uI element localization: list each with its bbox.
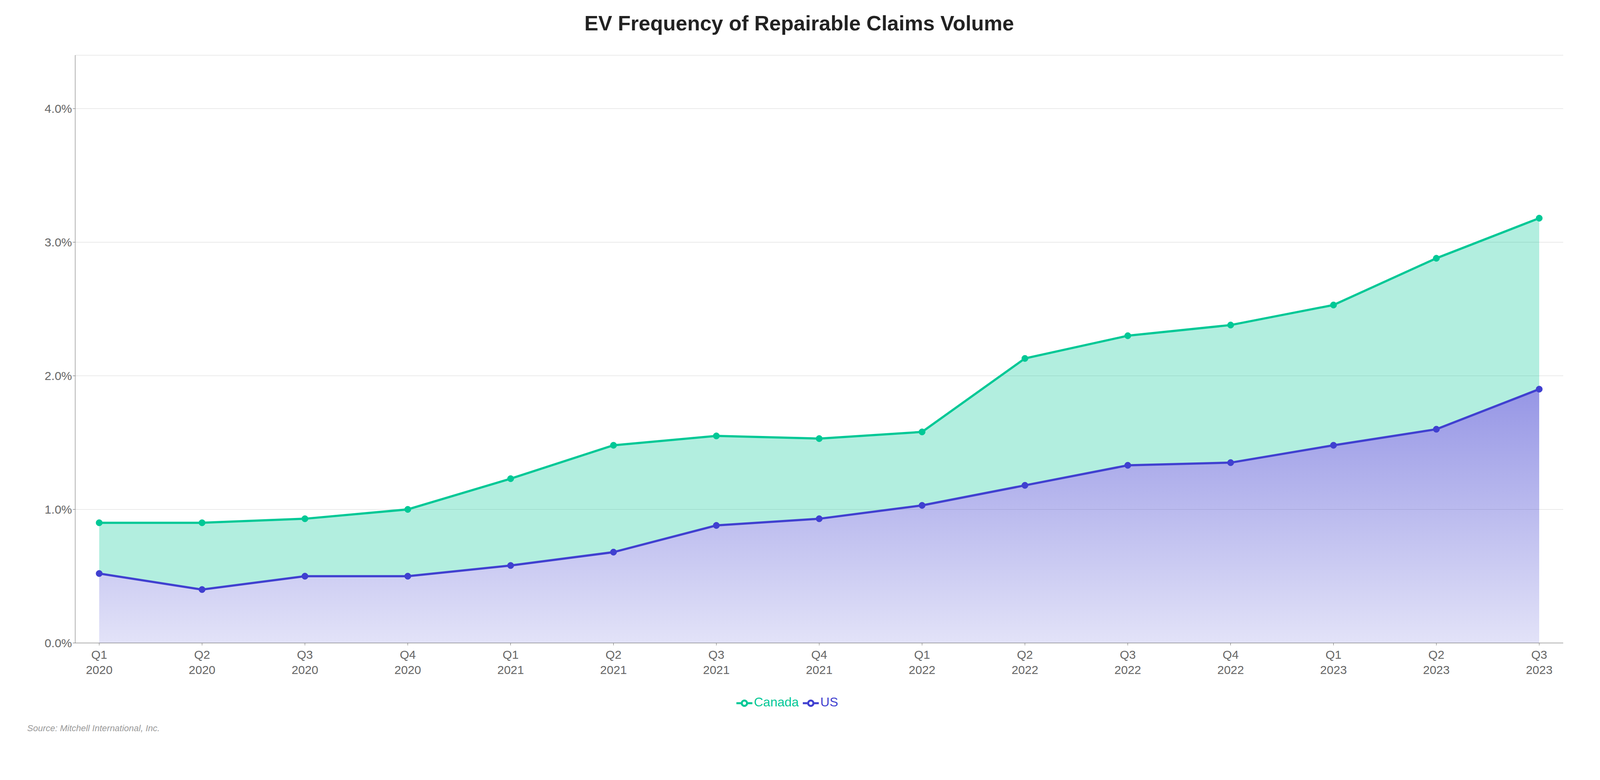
- svg-text:Q32021: Q32021: [702, 648, 730, 677]
- svg-text:Q22022: Q22022: [1011, 648, 1039, 677]
- svg-text:Q12020: Q12020: [86, 648, 113, 677]
- svg-text:Q32023: Q32023: [1526, 648, 1553, 677]
- svg-text:Q32022: Q32022: [1114, 648, 1142, 677]
- svg-text:Q12021: Q12021: [497, 648, 524, 677]
- html-text:EV Frequency of Repairable Cla: EV Frequency of Repairable Claims Volume: [584, 11, 1014, 35]
- html-text:Canada: Canada: [753, 695, 799, 710]
- svg-text:Q42021: Q42021: [806, 648, 833, 677]
- svg-text:1.0%: 1.0%: [44, 502, 72, 516]
- svg-text:Q42022: Q42022: [1217, 648, 1244, 677]
- svg-text:Q12023: Q12023: [1320, 648, 1347, 677]
- svg-text:Q12022: Q12022: [908, 648, 936, 677]
- svg-text:4.0%: 4.0%: [44, 102, 72, 116]
- svg-text:2.0%: 2.0%: [44, 369, 72, 383]
- svg-text:Q32020: Q32020: [291, 648, 319, 677]
- html-text:US: US: [820, 695, 839, 710]
- svg-text:Q22021: Q22021: [600, 648, 627, 677]
- svg-text:3.0%: 3.0%: [44, 235, 72, 249]
- svg-text:Q22020: Q22020: [188, 648, 216, 677]
- svg-text:Q22023: Q22023: [1422, 648, 1450, 677]
- html-text:Source: Mitchell International: Source: Mitchell International, Inc.: [27, 723, 160, 734]
- svg-text:0.0%: 0.0%: [44, 636, 72, 650]
- svg-text:Q42020: Q42020: [394, 648, 422, 677]
